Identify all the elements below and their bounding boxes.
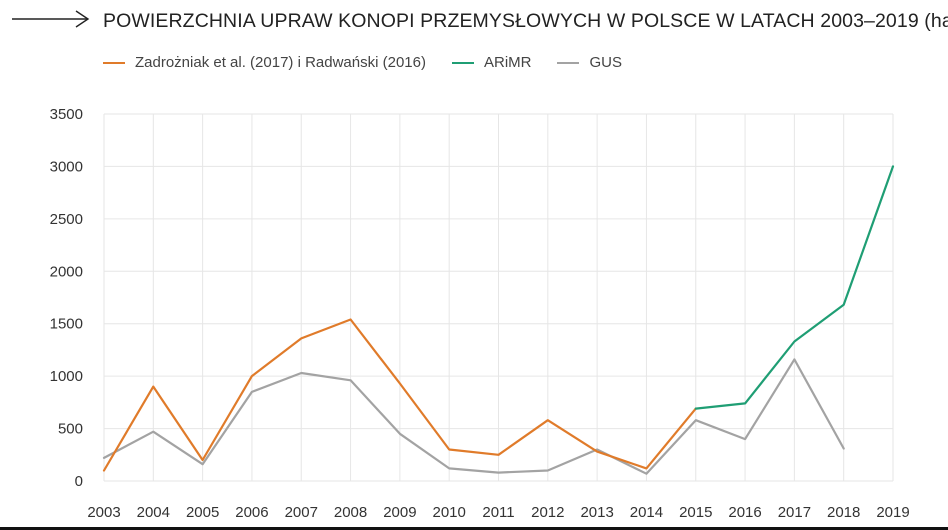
x-tick-label: 2005 [186,504,219,521]
x-tick-label: 2016 [728,504,761,521]
y-tick-label: 0 [75,473,83,490]
legend-swatch-gus [557,61,580,64]
bottom-rule [0,527,948,530]
series-line-zadrozniak [102,318,697,472]
y-tick-label: 1500 [50,316,83,333]
x-tick-label: 2011 [482,504,514,521]
chart-title: POWIERZCHNIA UPRAW KONOPI PRZEMYSŁOWYCH … [103,10,948,32]
x-tick-label: 2003 [87,504,120,521]
legend-item-zadrozniak: Zadrożniak et al. (2017) i Radwański (20… [103,54,426,71]
y-tick-label: 3500 [50,106,83,123]
x-tick-label: 2008 [334,504,367,521]
x-tick-label: 2013 [580,504,613,521]
legend-label-arimr: ARiMR [483,54,532,71]
x-tick-label: 2010 [433,504,466,521]
legend-item-arimr: ARiMR [451,54,532,71]
legend-label-zadrozniak: Zadrożniak et al. (2017) i Radwański (20… [135,54,426,71]
x-tick-label: 2018 [827,504,860,521]
x-tick-label: 2019 [876,504,909,521]
legend-swatch-arimr [451,61,474,64]
arrow-right-icon [12,6,92,37]
legend-item-gus: GUS [557,54,622,71]
chart-legend: Zadrożniak et al. (2017) i Radwański (20… [103,54,648,71]
x-tick-label: 2014 [630,504,663,521]
y-tick-label: 2500 [50,211,83,228]
x-tick-label: 2004 [137,504,170,521]
x-tick-label: 2015 [679,504,712,521]
y-tick-label: 500 [58,421,83,438]
y-tick-label: 3000 [50,158,83,175]
x-tick-label: 2007 [285,504,318,521]
y-tick-label: 1000 [50,368,83,385]
series-line-arimr [694,165,895,410]
series-line-gus [102,358,845,475]
x-tick-label: 2006 [235,504,268,521]
x-tick-label: 2012 [531,504,564,521]
x-tick-label: 2017 [778,504,811,521]
legend-label-gus: GUS [589,54,622,71]
y-tick-label: 2000 [50,263,83,280]
legend-swatch-zadrozniak [103,61,125,64]
x-tick-label: 2009 [383,504,416,521]
